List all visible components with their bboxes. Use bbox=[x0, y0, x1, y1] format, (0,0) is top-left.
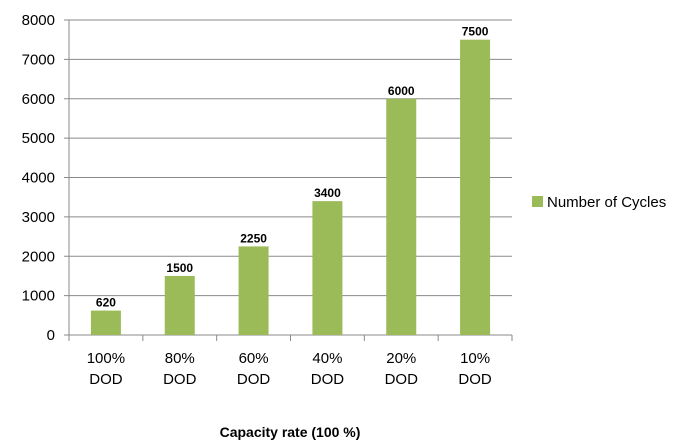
y-tick-label: 1000 bbox=[22, 288, 55, 305]
data-label: 2250 bbox=[240, 231, 267, 245]
y-tick-label: 6000 bbox=[22, 91, 55, 108]
x-axis: 100% DOD 80% DOD 60% DOD 40% DOD 20% DOD 10% DOD bbox=[68, 334, 513, 388]
bars bbox=[90, 39, 491, 335]
gridlines bbox=[69, 19, 512, 336]
data-label: 6000 bbox=[388, 84, 415, 98]
y-tick-label: 8000 bbox=[22, 12, 55, 29]
legend-swatch bbox=[532, 196, 543, 207]
y-tick-label: 5000 bbox=[22, 130, 55, 147]
x-tick-label: 80% DOD bbox=[163, 350, 197, 388]
y-axis: 0 1000 2000 3000 4000 5000 6000 7000 8000 bbox=[22, 12, 70, 344]
data-labels: 620 1500 2250 3400 6000 7500 bbox=[96, 25, 489, 310]
legend: Number of Cycles bbox=[532, 194, 666, 211]
x-tick-label: 100% DOD bbox=[87, 350, 125, 388]
data-label: 3400 bbox=[314, 186, 341, 200]
bar bbox=[386, 98, 417, 335]
data-label: 7500 bbox=[462, 25, 489, 39]
y-tick-label: 7000 bbox=[22, 51, 55, 68]
x-tick-label: 40% DOD bbox=[311, 350, 345, 388]
bar bbox=[238, 246, 269, 335]
x-tick-label: 20% DOD bbox=[385, 350, 419, 388]
legend-label: Number of Cycles bbox=[547, 194, 666, 211]
y-tick-label: 4000 bbox=[22, 170, 55, 187]
y-tick-label: 3000 bbox=[22, 209, 55, 226]
x-tick-label: 60% DOD bbox=[237, 350, 271, 388]
data-label: 620 bbox=[96, 296, 116, 310]
bar bbox=[460, 39, 491, 335]
x-axis-label: Capacity rate (100 %) bbox=[220, 424, 361, 440]
bar bbox=[90, 310, 121, 335]
x-tick-label: 10% DOD bbox=[458, 350, 492, 388]
y-tick-label: 2000 bbox=[22, 248, 55, 265]
data-label: 1500 bbox=[166, 261, 193, 275]
bar bbox=[312, 201, 343, 335]
y-tick-label: 0 bbox=[47, 327, 55, 344]
bar bbox=[164, 275, 195, 335]
